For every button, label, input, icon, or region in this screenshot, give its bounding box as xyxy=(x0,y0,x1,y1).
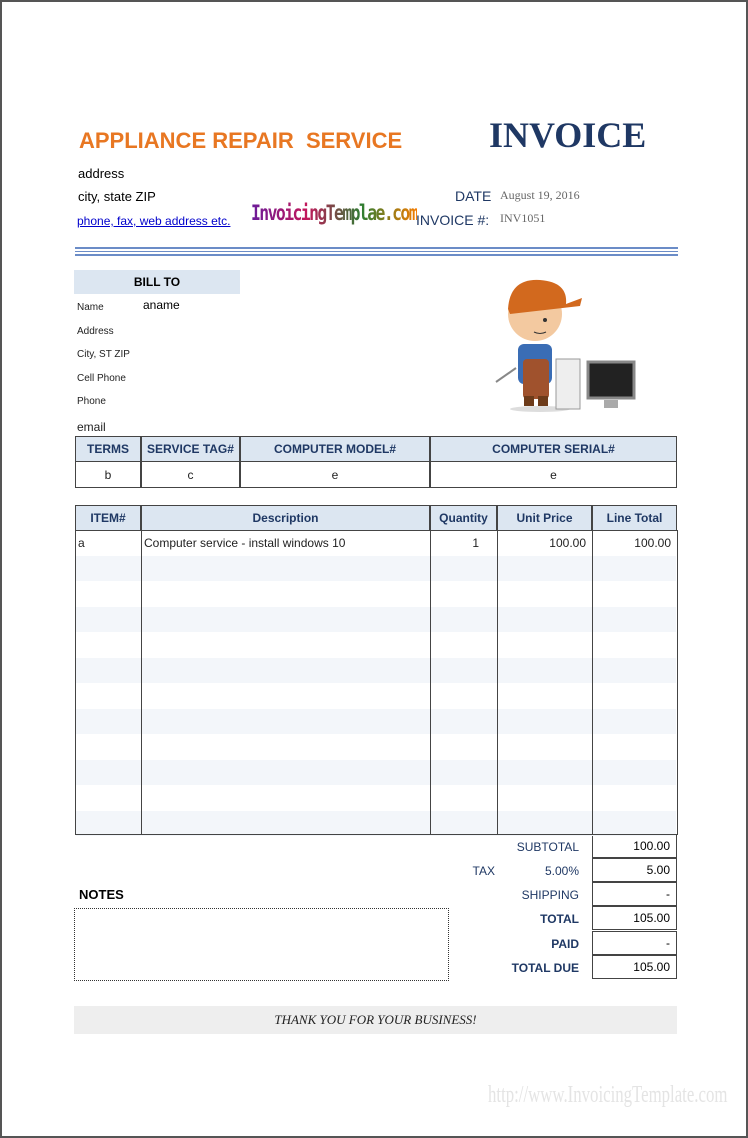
items-header: Line Total xyxy=(592,505,677,531)
address: address xyxy=(78,166,125,181)
row-shade xyxy=(76,810,676,836)
total-due-label: TOTAL DUE xyxy=(511,961,579,975)
row-shade xyxy=(76,759,676,785)
items-header: ITEM# xyxy=(75,505,141,531)
service-header: COMPUTER SERIAL# xyxy=(430,436,677,462)
total-due: 105.00 xyxy=(592,955,677,979)
bill-to-title: BILL TO xyxy=(74,270,240,294)
invoice-number-label: INVOICE #: xyxy=(416,212,490,228)
item-cell: 1 xyxy=(472,535,479,550)
date: August 19, 2016 xyxy=(500,188,580,202)
paid-label: PAID xyxy=(551,937,579,951)
item-cell: Computer service - install windows 10 xyxy=(144,535,346,550)
service-header: SERVICE TAG# xyxy=(141,436,240,462)
subtotal: 100.00 xyxy=(592,834,677,858)
tax-rate: 5.00% xyxy=(544,864,579,878)
bill-to-label: Phone xyxy=(77,396,106,407)
table-bottom xyxy=(75,834,678,835)
service-cell: e xyxy=(430,461,677,488)
total-label: TOTAL xyxy=(540,912,579,926)
bill-to-label: Address xyxy=(77,326,114,337)
notes-title: NOTES xyxy=(79,887,124,902)
shipping: - xyxy=(592,882,677,906)
item-cell: 100.00 xyxy=(549,535,586,550)
service-header: TERMS xyxy=(75,436,141,462)
items-header: Description xyxy=(141,505,430,531)
date-label: DATE xyxy=(455,188,492,204)
column-rule xyxy=(592,530,593,834)
item-cell: 100.00 xyxy=(634,535,671,550)
row-shade xyxy=(76,606,676,632)
tax: 5.00 xyxy=(592,858,677,882)
column-rule xyxy=(141,530,142,834)
column-rule xyxy=(677,530,678,834)
thank-you: THANK YOU FOR YOUR BUSINESS! xyxy=(74,1006,677,1034)
logo: InvoicingTemplae.com xyxy=(251,201,419,225)
bill-to-name: aname xyxy=(143,298,180,312)
service-cell: b xyxy=(75,461,141,488)
paid: - xyxy=(592,931,677,955)
rule xyxy=(75,251,678,252)
item-cell: a xyxy=(78,535,85,550)
city: city, state ZIP xyxy=(78,189,156,204)
bill-to-label: Cell Phone xyxy=(77,373,126,384)
bill-to-label: email xyxy=(77,420,106,434)
items-header: Quantity xyxy=(430,505,497,531)
service-cell: c xyxy=(141,461,240,488)
notes-box[interactable] xyxy=(74,908,449,981)
total: 105.00 xyxy=(592,906,677,930)
subtotal-label: SUBTOTAL xyxy=(516,840,579,854)
invoice-number: INV1051 xyxy=(500,211,546,225)
column-rule xyxy=(75,530,76,834)
shipping-label: SHIPPING xyxy=(521,888,579,902)
bill-to-label: Name xyxy=(77,302,104,313)
row-shade xyxy=(76,555,676,581)
watermark: http://www.InvoicingTemplate.com xyxy=(488,1082,728,1108)
row-shade xyxy=(76,657,676,683)
items-header: Unit Price xyxy=(497,505,592,531)
rule xyxy=(75,254,678,256)
rule xyxy=(75,247,678,249)
row-shade xyxy=(76,708,676,734)
bill-to-label: City, ST ZIP xyxy=(77,349,130,360)
column-rule xyxy=(430,530,431,834)
tax-label: TAX xyxy=(472,864,495,878)
invoice-title: INVOICE xyxy=(489,115,647,155)
service-header: COMPUTER MODEL# xyxy=(240,436,430,462)
company-name: APPLIANCE REPAIR SERVICE xyxy=(79,128,403,153)
technician-illustration xyxy=(495,279,636,412)
column-rule xyxy=(497,530,498,834)
service-cell: e xyxy=(240,461,430,488)
contact-link[interactable]: phone, fax, web address etc. xyxy=(77,214,231,228)
